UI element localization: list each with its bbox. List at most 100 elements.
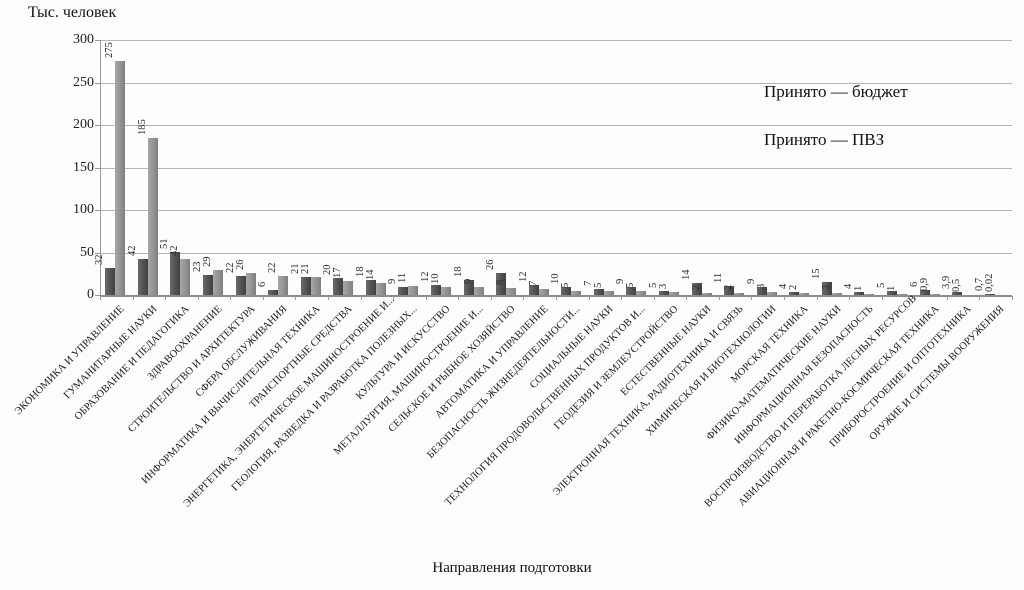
y-tick-label: 150 — [73, 159, 94, 175]
bar-value-label: 18 — [452, 266, 464, 277]
bar-value-label: 26 — [485, 259, 497, 270]
bar-value-label: 14 — [364, 269, 376, 281]
bar-pvz — [799, 293, 810, 295]
bar-value-label: 3 — [658, 284, 669, 290]
bar-value-label: 275 — [104, 42, 116, 59]
bar-budget — [659, 290, 669, 295]
x-axis-tick — [653, 296, 655, 300]
bar-value-label: 0,02 — [983, 273, 995, 292]
bar-pvz — [929, 294, 940, 295]
bar-pvz — [636, 290, 647, 295]
bar-value-label: 2 — [690, 285, 702, 291]
legend-item-pvz: Принято — ПВЗ — [746, 130, 908, 150]
x-axis-tick — [360, 296, 362, 300]
bar-value-label: 7 — [527, 280, 539, 287]
bar-value-label: 21 — [299, 263, 311, 275]
bar-budget — [333, 278, 344, 295]
bar-budget — [300, 277, 311, 295]
x-axis-tick — [946, 296, 948, 300]
bar-pvz — [897, 294, 907, 295]
bar-value-label: 11 — [713, 272, 725, 283]
bar-pvz — [538, 289, 549, 295]
bar-pvz — [310, 277, 321, 295]
bar-value-label: 6 — [257, 281, 269, 287]
x-axis-tick — [328, 296, 329, 300]
bar-value-label: 2 — [788, 285, 800, 291]
x-axis-tick — [1012, 296, 1013, 300]
bar-value-label: 5 — [560, 282, 572, 288]
x-axis-tick — [295, 296, 297, 300]
y-tick-label: 0 — [87, 287, 94, 302]
bar-value-label: 5 — [592, 282, 604, 288]
bar-value-label: 5 — [625, 282, 637, 288]
bar-budget — [137, 259, 148, 295]
legend-swatch-budget-icon — [746, 86, 758, 98]
bar-pvz — [603, 290, 614, 295]
bar-budget — [952, 291, 963, 295]
gridline — [100, 40, 1012, 41]
x-axis-tick — [784, 296, 785, 300]
x-axis-title: Направления подготовки — [432, 560, 592, 576]
bar-budget — [789, 291, 800, 295]
bar-value-label: 14 — [680, 269, 692, 281]
x-axis-tick — [979, 296, 981, 300]
x-axis-tick — [588, 296, 590, 300]
bar-budget — [821, 282, 832, 295]
bar-pvz — [115, 61, 126, 295]
x-axis-tick — [523, 296, 525, 300]
y-axis-line — [100, 40, 101, 295]
bar-budget — [626, 287, 637, 295]
bar-value-label: 0,9 — [918, 278, 930, 292]
y-axis-tick — [95, 295, 100, 296]
bar-value-label: 42 — [169, 245, 181, 257]
y-axis-tick — [95, 82, 100, 84]
y-tick-label: 250 — [73, 74, 94, 90]
bar-value-label: 3 — [755, 284, 767, 290]
y-tick-label: 300 — [73, 32, 94, 47]
bar-pvz — [766, 292, 777, 295]
x-axis-tick — [914, 296, 916, 300]
y-axis-tick — [95, 167, 100, 169]
bar-value-label: 8 — [495, 279, 507, 286]
bar-pvz — [571, 290, 582, 295]
legend-label-budget: Принято — бюджет — [764, 82, 908, 101]
bar-budget — [431, 284, 441, 295]
bar-value-label: 1 — [886, 285, 897, 292]
y-tick-label: 100 — [73, 202, 94, 217]
bar-pvz — [473, 287, 484, 295]
bar-pvz — [864, 294, 875, 295]
bar-value-label: 26 — [234, 259, 246, 270]
bar-pvz — [701, 293, 712, 295]
y-tick-label: 200 — [73, 117, 94, 132]
x-axis-tick — [621, 296, 623, 300]
x-axis-tick — [490, 296, 492, 300]
bar-budget — [919, 289, 930, 295]
bar-pvz — [669, 292, 679, 295]
bar-budget — [203, 275, 213, 295]
bar-value-label: 9 — [462, 279, 474, 285]
bar-pvz — [375, 283, 386, 295]
x-axis-tick — [881, 296, 883, 300]
bar-value-label: 0,5 — [951, 278, 963, 292]
x-axis-tick — [458, 296, 460, 300]
bar-pvz — [408, 285, 419, 295]
y-axis-tick — [95, 210, 100, 211]
bar-budget — [365, 279, 376, 295]
x-axis-tick — [197, 296, 199, 300]
bar-budget — [854, 291, 865, 295]
bar-budget — [398, 287, 409, 295]
x-axis-tick — [230, 296, 232, 300]
x-axis-tick — [425, 296, 427, 300]
x-axis-tick — [718, 296, 720, 300]
y-tick-label: 50 — [80, 244, 94, 260]
bar-budget — [528, 284, 539, 295]
gridline — [100, 210, 1012, 211]
legend-label-pvz: Принято — ПВЗ — [764, 130, 885, 149]
x-axis-tick — [262, 296, 264, 300]
bar-pvz — [343, 280, 354, 295]
x-axis-tick — [849, 296, 851, 300]
x-axis-tick — [132, 296, 134, 300]
x-axis-tick — [751, 296, 753, 300]
bar-pvz — [213, 270, 223, 295]
